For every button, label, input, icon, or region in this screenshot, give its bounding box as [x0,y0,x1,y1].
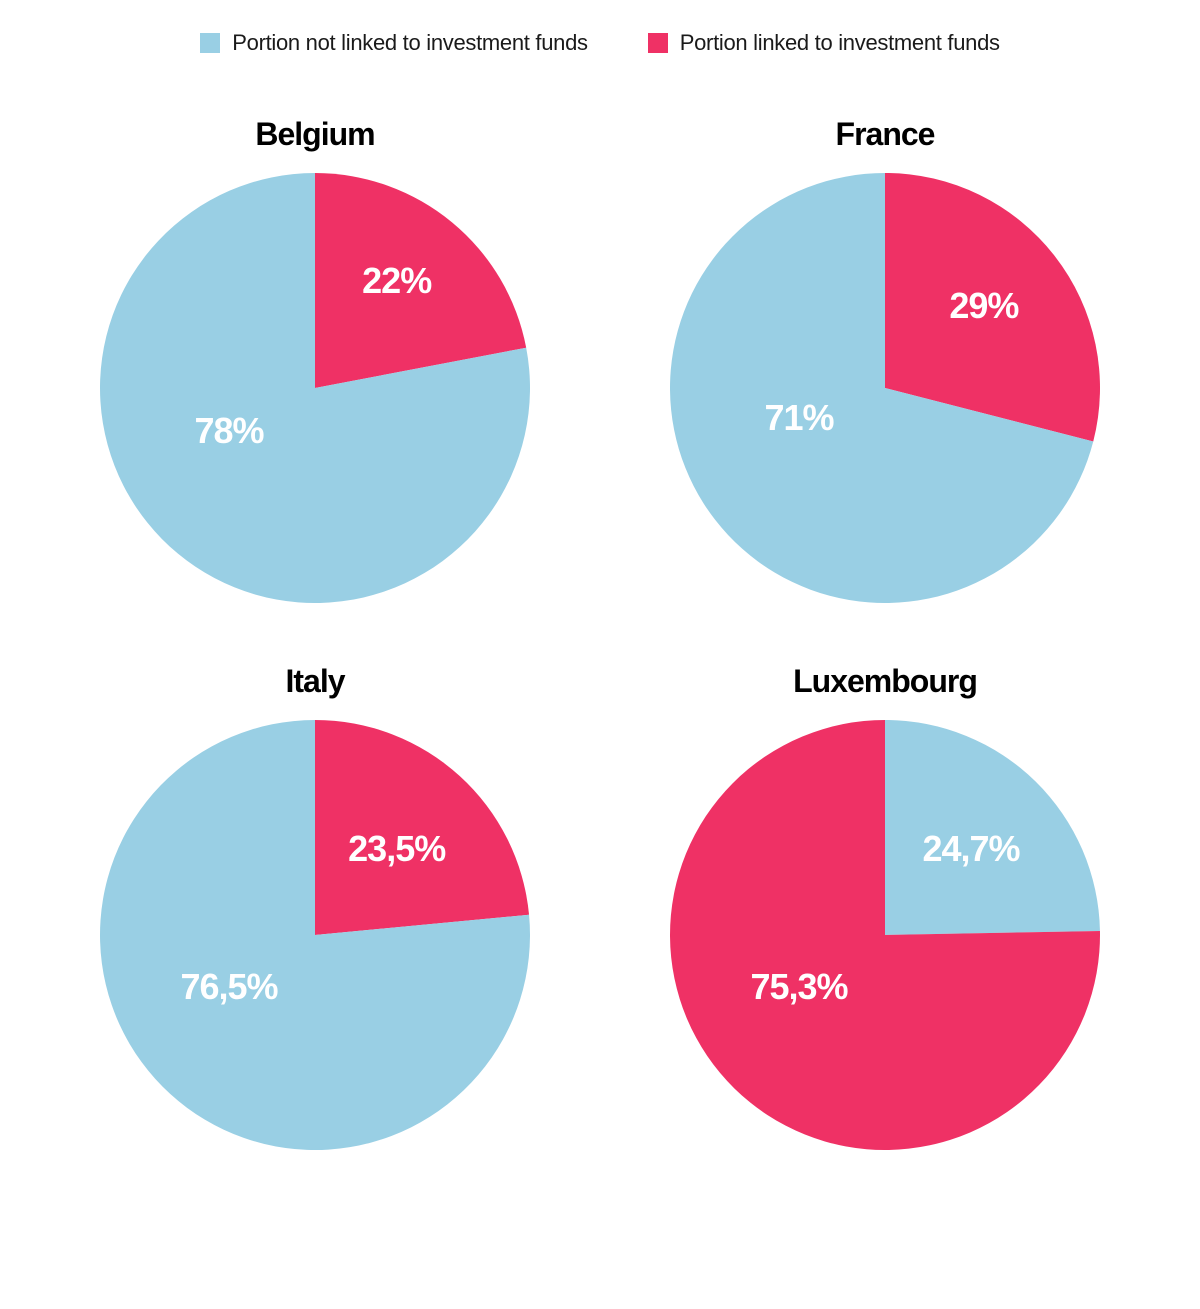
pie-slice-label-italy-not_linked: 76,5% [180,966,277,1008]
chart-title-luxembourg: Luxembourg [793,663,977,700]
pie-slice-label-belgium-linked: 22% [362,260,431,302]
pie-svg-france [670,173,1100,603]
pie-slice-label-france-linked: 29% [949,285,1018,327]
chart-title-france: France [836,116,935,153]
legend-label-not-linked: Portion not linked to investment funds [232,30,587,56]
legend-item-linked: Portion linked to investment funds [648,30,1000,56]
pie-slice-label-italy-linked: 23,5% [348,828,445,870]
chart-legend: Portion not linked to investment funds P… [80,30,1120,56]
pie-wrap-luxembourg: 24,7% 75,3% [670,720,1100,1150]
legend-label-linked: Portion linked to investment funds [680,30,1000,56]
pie-slice-label-france-not_linked: 71% [764,397,833,439]
pie-chart-italy: Italy 23,5% 76,5% [80,663,550,1150]
pie-chart-grid: Belgium 22% 78% France 29% 71% Italy 23,5% 76,5%… [80,116,1120,1150]
pie-svg-belgium [100,173,530,603]
legend-item-not-linked: Portion not linked to investment funds [200,30,587,56]
pie-chart-france: France 29% 71% [650,116,1120,603]
pie-svg-luxembourg [670,720,1100,1150]
pie-wrap-belgium: 22% 78% [100,173,530,603]
legend-swatch-linked [648,33,668,53]
pie-chart-belgium: Belgium 22% 78% [80,116,550,603]
pie-slice-label-luxembourg-not_linked: 24,7% [922,828,1019,870]
pie-chart-luxembourg: Luxembourg 24,7% 75,3% [650,663,1120,1150]
pie-slice-label-belgium-not_linked: 78% [194,410,263,452]
chart-title-belgium: Belgium [255,116,374,153]
pie-svg-italy [100,720,530,1150]
legend-swatch-not-linked [200,33,220,53]
pie-wrap-italy: 23,5% 76,5% [100,720,530,1150]
chart-title-italy: Italy [285,663,344,700]
pie-wrap-france: 29% 71% [670,173,1100,603]
pie-slice-label-luxembourg-linked: 75,3% [750,966,847,1008]
